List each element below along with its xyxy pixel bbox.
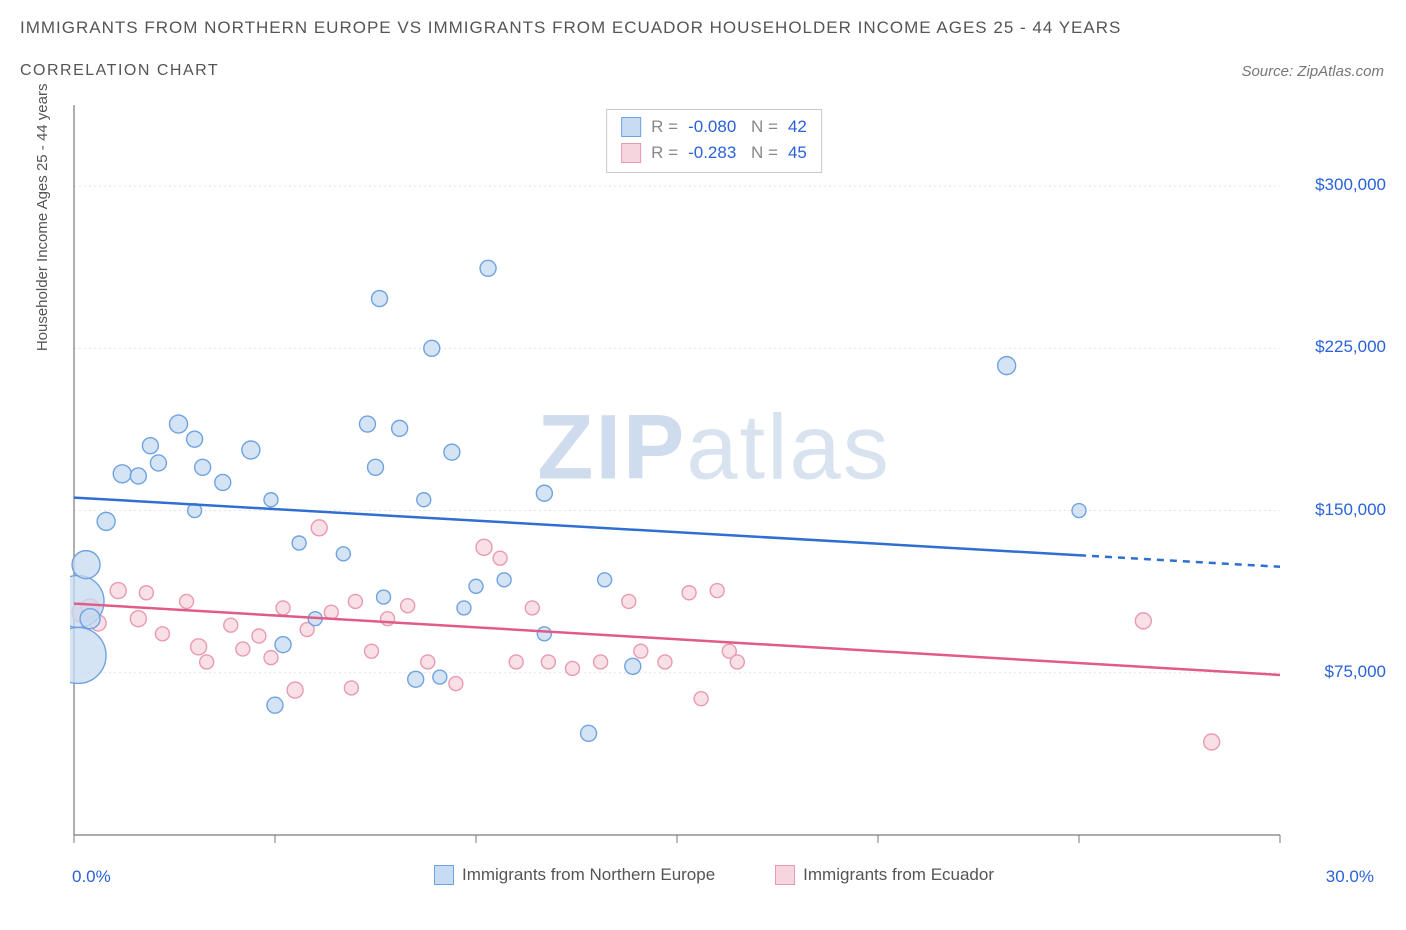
y-tick-label: $225,000 (1315, 337, 1386, 357)
r-label: R = (651, 114, 678, 140)
stats-legend: R = -0.080 N = 42 R = -0.283 N = 45 (606, 109, 822, 173)
n-value-ne: 42 (788, 114, 807, 140)
legend-swatch-ec (775, 865, 795, 885)
r-value-ne: -0.080 (688, 114, 736, 140)
legend-item-ec: Immigrants from Ecuador (775, 865, 994, 885)
legend-item-ne: Immigrants from Northern Europe (434, 865, 715, 885)
chart-subtitle: CORRELATION CHART (20, 62, 219, 80)
chart-title: IMMIGRANTS FROM NORTHERN EUROPE VS IMMIG… (20, 18, 1386, 38)
n-label: N = (746, 114, 778, 140)
series-legend: Immigrants from Northern Europe Immigran… (44, 865, 1384, 885)
n-value-ec: 45 (788, 140, 807, 166)
stats-row-ne: R = -0.080 N = 42 (621, 114, 807, 140)
scatter-plot (70, 105, 1380, 865)
swatch-ne (621, 117, 641, 137)
stats-row-ec: R = -0.283 N = 45 (621, 140, 807, 166)
chart-subheader: CORRELATION CHART Source: ZipAtlas.com (0, 44, 1406, 80)
legend-swatch-ne (434, 865, 454, 885)
swatch-ec (621, 143, 641, 163)
y-tick-label: $300,000 (1315, 175, 1386, 195)
legend-label-ne: Immigrants from Northern Europe (462, 865, 715, 885)
r-value-ec: -0.283 (688, 140, 736, 166)
y-tick-label: $75,000 (1325, 662, 1386, 682)
r-label: R = (651, 140, 678, 166)
legend-label-ec: Immigrants from Ecuador (803, 865, 994, 885)
y-axis-label: Householder Income Ages 25 - 44 years (34, 84, 51, 352)
n-label: N = (746, 140, 778, 166)
chart-area: Householder Income Ages 25 - 44 years ZI… (44, 105, 1384, 885)
y-tick-label: $150,000 (1315, 500, 1386, 520)
chart-header: IMMIGRANTS FROM NORTHERN EUROPE VS IMMIG… (0, 0, 1406, 44)
source-label: Source: ZipAtlas.com (1241, 63, 1384, 80)
